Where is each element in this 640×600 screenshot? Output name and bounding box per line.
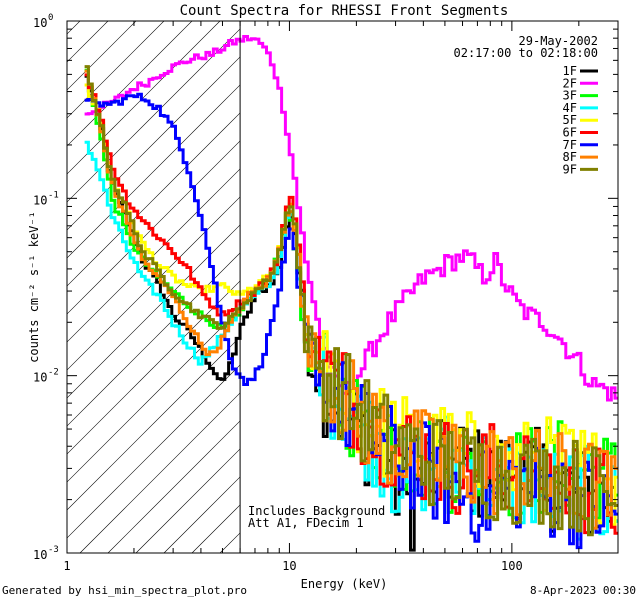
- hatch-line: [67, 280, 241, 455]
- time-range-label: 02:17:00 to 02:18:00: [454, 46, 599, 60]
- y-axis-label: counts cm⁻² s⁻¹ keV⁻¹: [27, 211, 41, 363]
- hatch-line: [67, 28, 241, 203]
- y-tick-label: 10: [33, 193, 47, 207]
- x-tick-label: 100: [501, 559, 523, 573]
- hatch-line: [67, 336, 241, 511]
- hatch-line: [0, 0, 140, 553]
- hatch-line: [0, 0, 392, 553]
- x-axis-ticks: 1 10 100: [63, 21, 619, 573]
- x-axis-label: Energy (keV): [301, 577, 388, 591]
- legend-label-5F: 5F: [563, 113, 577, 127]
- series-2F-line: [84, 35, 618, 402]
- y-tick-label: 10: [33, 16, 47, 30]
- x-tick-label: 10: [282, 559, 296, 573]
- annotation-background: Includes Background: [248, 504, 385, 518]
- y-tick-exponent: 0: [48, 13, 53, 23]
- hatch-line: [67, 252, 241, 427]
- series-group: [84, 35, 618, 552]
- date-label: 29-May-2002: [519, 34, 598, 48]
- hatch-line: [0, 0, 420, 553]
- hatch-line: [0, 0, 112, 553]
- hatch-line: [0, 0, 336, 553]
- legend-label-8F: 8F: [563, 150, 577, 164]
- legend-label-3F: 3F: [563, 89, 577, 103]
- chart-title: Count Spectra for RHESSI Front Segments: [180, 3, 509, 19]
- legend-label-7F: 7F: [563, 138, 577, 152]
- hatch-line: [67, 56, 241, 231]
- hatch-line: [67, 364, 241, 539]
- y-tick-exponent: -2: [48, 368, 59, 378]
- footer-generated-by: Generated by hsi_min_spectra_plot.pro: [2, 584, 247, 597]
- y-tick-label: 10: [33, 548, 47, 562]
- legend-label-1F: 1F: [563, 64, 577, 78]
- hatch-line: [79, 392, 241, 553]
- series-9F-line: [84, 65, 618, 537]
- hatch-line: [67, 21, 221, 175]
- hatch-line: [0, 0, 28, 553]
- plot-frame: [66, 20, 619, 554]
- legend-label-2F: 2F: [563, 76, 577, 90]
- y-tick-exponent: -1: [48, 190, 59, 200]
- hatch-line: [67, 84, 241, 259]
- footer-date: 8-Apr-2023 00:30: [530, 584, 636, 597]
- annotation-attenuator: Att A1, FDecim 1: [248, 516, 364, 530]
- hatch-line: [67, 308, 241, 483]
- y-tick-label: 10: [33, 371, 47, 385]
- legend-label-9F: 9F: [563, 162, 577, 176]
- hatch-line: [0, 0, 84, 553]
- x-tick-label: 1: [63, 559, 70, 573]
- legend-label-6F: 6F: [563, 126, 577, 140]
- legend-label-4F: 4F: [563, 101, 577, 115]
- hatch-line: [67, 21, 165, 119]
- y-tick-exponent: -3: [48, 545, 59, 555]
